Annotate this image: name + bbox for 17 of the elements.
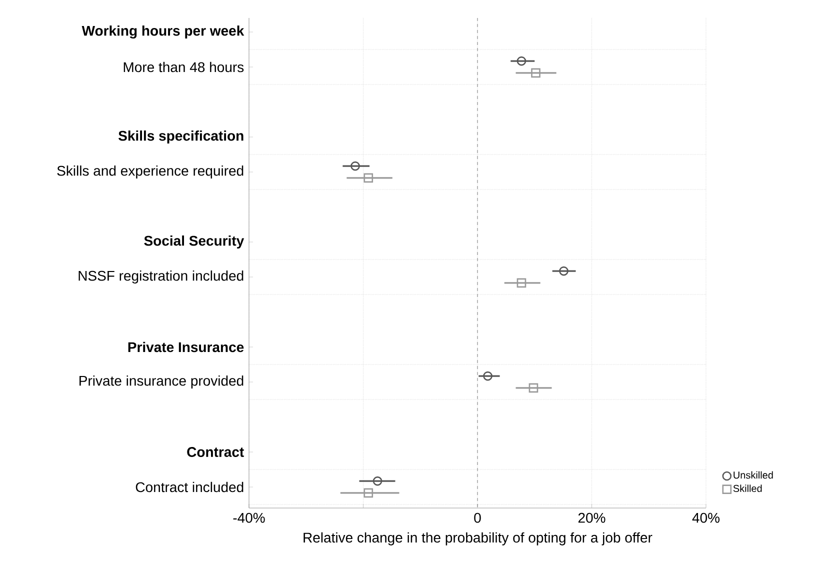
x-axis-title: Relative change in the probability of opting for a job offer bbox=[304, 532, 652, 546]
y-tick-label: Private Insurance bbox=[128, 342, 244, 352]
x-tick-label: 40% bbox=[692, 512, 720, 523]
y-tick-label: Private insurance provided bbox=[80, 375, 244, 389]
legend-label: Unskilled bbox=[734, 471, 773, 479]
y-tick-label: Social Security bbox=[144, 235, 244, 249]
y-tick-label: Contract included bbox=[136, 482, 244, 492]
x-tick-label: 20% bbox=[578, 512, 606, 523]
x-tick-label: -40% bbox=[233, 512, 265, 523]
y-tick-label: Skills and experience required bbox=[57, 165, 244, 179]
y-tick-label: Skills specification bbox=[118, 130, 244, 144]
y-tick-label: Working hours per week bbox=[82, 25, 244, 39]
y-tick-label: NSSF registration included bbox=[78, 270, 244, 284]
y-tick-label: More than 48 hours bbox=[124, 62, 244, 72]
y-tick-label: Contract bbox=[187, 447, 244, 457]
legend-label: Skilled bbox=[733, 484, 762, 492]
x-tick-label: 0 bbox=[474, 512, 481, 523]
